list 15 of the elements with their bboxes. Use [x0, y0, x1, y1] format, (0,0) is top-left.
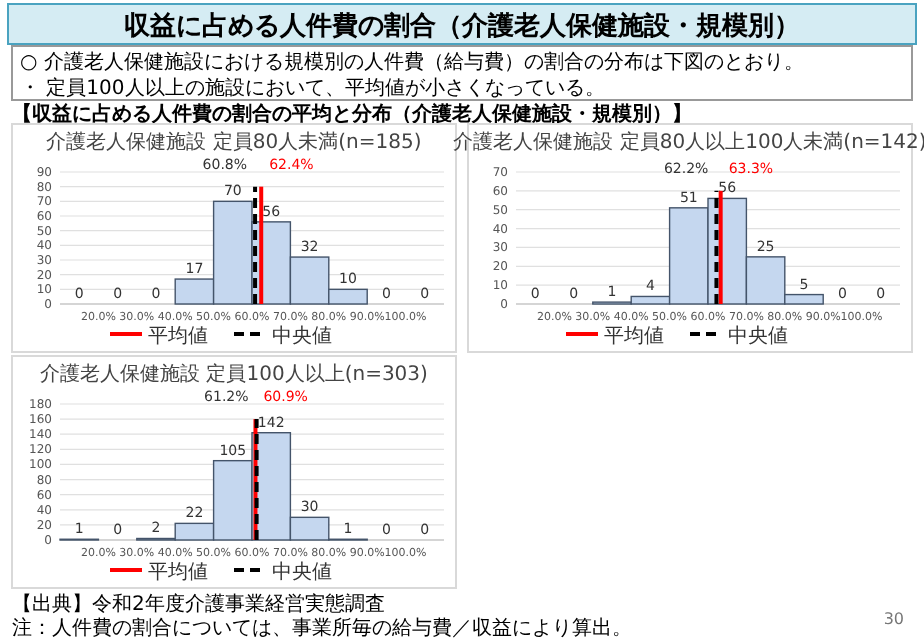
text: 【収益に占める人件費の割合の平均と分布（介護老人保健施設・規模別）】	[12, 102, 692, 126]
legend-label: 平均値	[148, 560, 208, 584]
legend-label: 中央値	[272, 324, 332, 348]
text: 収益に占める人件費の割合（介護老人保健施設・規模別）	[124, 10, 800, 42]
text: 【出典】令和2年度介護事業経営実態調査	[12, 592, 385, 616]
legend-label: 中央値	[272, 560, 332, 584]
legend-label: 平均値	[148, 324, 208, 348]
text: ○ 介護老人保健施設における規模別の人件費（給与費）の割合の分布は下図のとおり。	[20, 50, 804, 74]
legend-label: 中央値	[728, 324, 788, 348]
text: 注：人件費の割合については、事業所毎の給与費／収益により算出。	[12, 616, 632, 640]
text: 30	[883, 610, 904, 628]
legend-label: 平均値	[604, 324, 664, 348]
chart-title: 介護老人保健施設 定員80人未満(n=185)	[46, 130, 422, 154]
chart-title: 介護老人保健施設 定員100人以上(n=303)	[40, 362, 429, 386]
text: ・ 定員100人以上の施設において、平均値が小さくなっている。	[20, 76, 605, 100]
